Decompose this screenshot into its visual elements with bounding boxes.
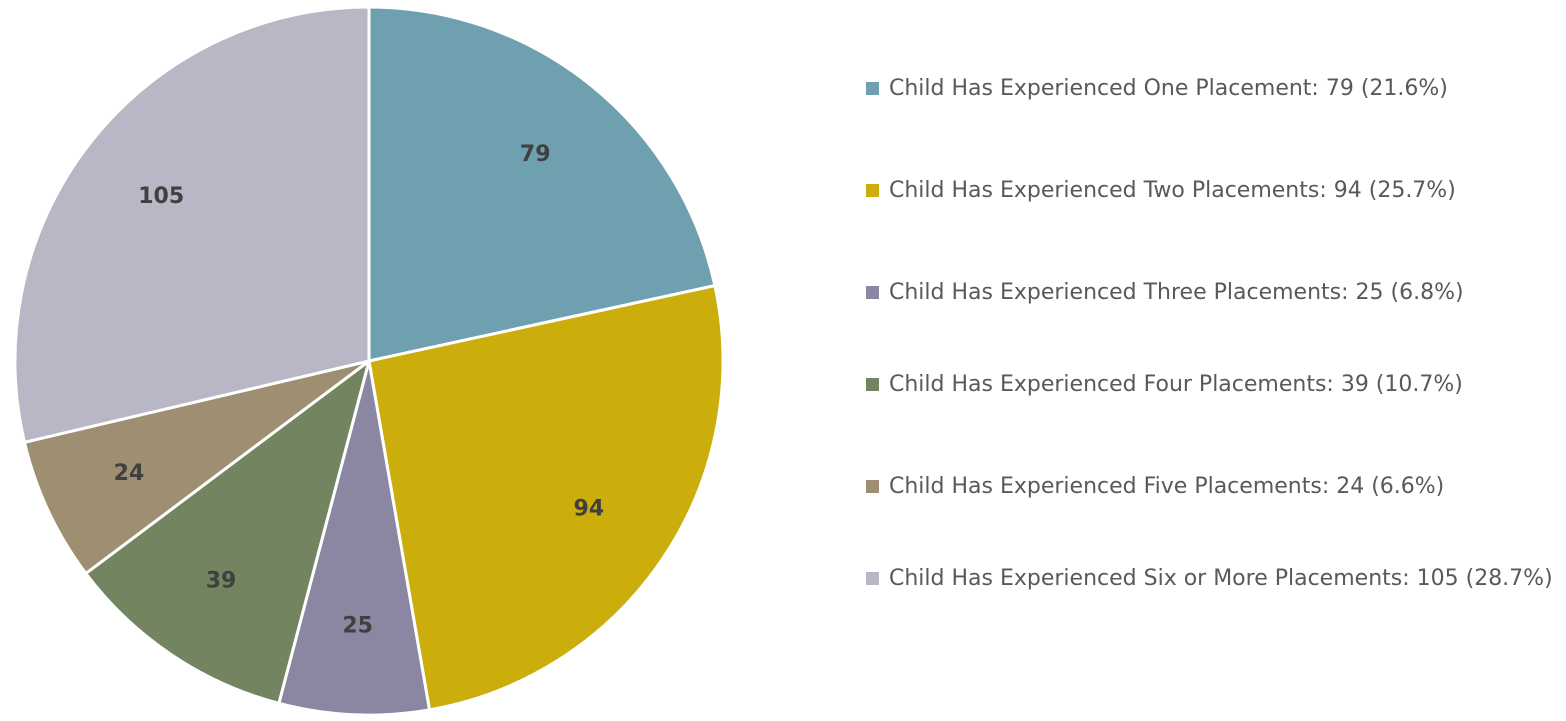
pie-slice-five-placements: [22, 359, 371, 575]
pie-chart: 79 94 25 39 24 105: [13, 5, 725, 717]
data-label-three-placements: 25: [342, 613, 373, 638]
pie-slice-three-placements: [277, 359, 431, 717]
legend-item-one-placement: Child Has Experienced One Placement: 79 …: [866, 73, 1556, 104]
legend-swatch: [866, 480, 879, 493]
pie-slices: [13, 5, 725, 717]
legend: Child Has Experienced One Placement: 79 …: [866, 0, 1556, 721]
legend-label: Child Has Experienced One Placement: 79 …: [889, 76, 1448, 101]
legend-label: Child Has Experienced Three Placements: …: [889, 280, 1464, 305]
data-label-one-placement: 79: [520, 142, 551, 167]
legend-swatch: [866, 82, 879, 95]
legend-swatch: [866, 572, 879, 585]
legend-swatch: [866, 378, 879, 391]
legend-swatch: [866, 286, 879, 299]
legend-item-five-placements: Child Has Experienced Five Placements: 2…: [866, 471, 1556, 502]
data-label-five-placements: 24: [114, 461, 145, 486]
data-label-six-or-more-placements: 105: [138, 184, 184, 209]
legend-swatch: [866, 184, 879, 197]
legend-label: Child Has Experienced Four Placements: 3…: [889, 372, 1463, 397]
legend-label: Child Has Experienced Five Placements: 2…: [889, 474, 1445, 499]
pie-slice-six-or-more-placements: [13, 5, 371, 444]
data-label-four-placements: 39: [206, 568, 237, 593]
data-label-two-placements: 94: [574, 496, 605, 521]
legend-item-two-placements: Child Has Experienced Two Placements: 94…: [866, 175, 1556, 206]
pie-data-labels: 79 94 25 39 24 105: [114, 142, 605, 638]
legend-item-three-placements: Child Has Experienced Three Placements: …: [866, 277, 1556, 308]
pie-slice-two-placements: [367, 284, 725, 712]
legend-label: Child Has Experienced Six or More Placem…: [889, 566, 1553, 591]
legend-item-six-or-more-placements: Child Has Experienced Six or More Placem…: [866, 563, 1556, 594]
pie-slice-four-placements: [84, 359, 371, 705]
legend-item-four-placements: Child Has Experienced Four Placements: 3…: [866, 369, 1556, 400]
pie-slice-one-placement: [367, 5, 717, 363]
legend-label: Child Has Experienced Two Placements: 94…: [889, 178, 1456, 203]
